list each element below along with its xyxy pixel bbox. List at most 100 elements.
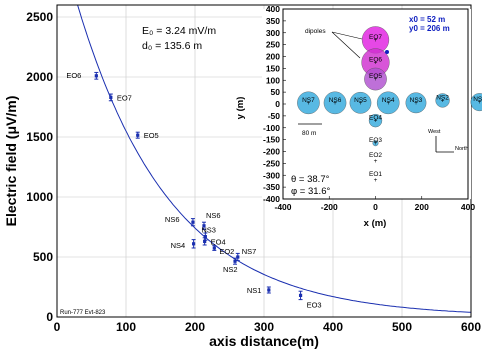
phi-label: φ = 31.6° — [291, 186, 330, 197]
inset-detectors: + + + + + + + + + + + + + + — [297, 26, 482, 184]
data-point — [202, 224, 206, 228]
detector-marker: + — [374, 140, 378, 147]
detector-marker: + — [374, 118, 378, 125]
inset-y-tick-label: 50 — [271, 87, 281, 97]
data-point — [203, 235, 207, 239]
y-axis-title: Electric field (μV/m) — [3, 96, 19, 227]
detector-circle — [364, 67, 387, 91]
detector-circle — [349, 91, 372, 114]
y-tick-label: 2500 — [26, 10, 53, 24]
detector-marker: + — [333, 100, 337, 107]
inset-y-tick-label: 200 — [266, 52, 280, 62]
detector-marker: + — [307, 100, 311, 107]
scale-bar-label: 80 m — [302, 130, 316, 137]
data-point — [192, 242, 196, 246]
detector-marker: + — [374, 59, 378, 66]
detector-label: EO4 — [369, 115, 382, 122]
inset-y-axis-title: y (m) — [235, 97, 246, 120]
y-tick-label: 0 — [46, 310, 53, 324]
data-point-label: NS4 — [171, 241, 186, 250]
x-tick-label: 300 — [254, 320, 274, 334]
x-tick-labels: 0 100 200 300 400 500 600 — [54, 320, 482, 334]
data-point-label: EO5 — [144, 131, 159, 140]
detector-circle — [470, 93, 482, 112]
compass-north-label: North — [455, 146, 468, 152]
detector-circle — [376, 91, 400, 115]
detector-label: NS1 — [473, 96, 482, 103]
data-point-label: NS6 — [165, 215, 180, 224]
detector-marker: + — [374, 158, 378, 165]
detector-label: EO1 — [369, 171, 382, 178]
data-point-label: EO2 — [219, 247, 234, 256]
data-point — [236, 255, 240, 259]
x-tick-label: 500 — [392, 320, 412, 334]
inset-y-tick-label: 300 — [266, 28, 280, 38]
inset-y-tick-label: -300 — [263, 170, 280, 180]
inset-x-tick-label: 0 — [373, 202, 378, 212]
inset-tick-labels: -400-350-300-250-200-150-100-50050100150… — [263, 4, 475, 212]
y-tick-label: 1000 — [26, 190, 53, 204]
inset-detector-labels: EO7 EO6 EO5 NS7 NS6 NS5 NS4 NS3 NS2 NS1 EO4 EO3 EO2 E… — [302, 34, 482, 178]
data-points — [94, 71, 303, 301]
data-point — [136, 133, 140, 137]
y-tick-label: 500 — [33, 250, 53, 264]
inset-y-tick-label: -250 — [263, 158, 280, 168]
fit-e0-label: E₀ = 3.24 mV/m — [142, 25, 216, 37]
data-point — [203, 239, 207, 243]
fit-d0-label: d₀ = 135.6 m — [142, 40, 202, 52]
detector-label: NS5 — [354, 97, 367, 104]
inset-y-tick-label: 250 — [266, 40, 280, 50]
x-tick-label: 400 — [323, 320, 343, 334]
fit-curve — [77, 5, 472, 313]
detector-label: NS2 — [436, 94, 449, 101]
inset-y-tick-label: -350 — [263, 182, 280, 192]
inset-y-tick-label: -50 — [268, 111, 281, 121]
detector-label: NS7 — [302, 97, 315, 104]
detector-marker: + — [386, 100, 390, 107]
detector-circle — [405, 92, 427, 114]
dipoles-pointer-2 — [331, 31, 361, 59]
x-tick-label: 200 — [185, 320, 205, 334]
inset-map: -400-350-300-250-200-150-100-50050100150… — [235, 4, 482, 229]
data-point — [191, 220, 195, 224]
detector-circle — [368, 113, 383, 128]
inset-x-tick-label: 200 — [415, 202, 429, 212]
detector-label: EO3 — [369, 137, 382, 144]
detector-label: NS6 — [329, 97, 342, 104]
detector-circle — [372, 140, 379, 147]
data-point-label: NS7 — [242, 247, 257, 256]
detector-label: EO6 — [369, 56, 382, 63]
compass: West North — [428, 129, 468, 153]
data-point-label: EO7 — [117, 93, 132, 102]
x-tick-label: 100 — [116, 320, 136, 334]
inset-x-tick-label: -400 — [274, 202, 291, 212]
y-tick-label: 1500 — [26, 130, 53, 144]
detector-circle — [435, 93, 450, 108]
detector-marker: + — [374, 177, 378, 184]
inset-y-tick-label: 0 — [275, 99, 280, 109]
data-point — [109, 95, 113, 99]
inset-y-tick-label: -200 — [263, 147, 280, 157]
inset-y-tick-label: -100 — [263, 123, 280, 133]
inset-y-tick-label: 400 — [266, 4, 280, 14]
inset-x-tick-label: 400 — [461, 202, 475, 212]
data-point-label: EO6 — [66, 71, 81, 80]
data-point-label: NS3 — [201, 226, 216, 235]
detector-marker: + — [414, 100, 418, 107]
detector-marker: + — [478, 99, 482, 106]
x-tick-label: 600 — [461, 320, 481, 334]
inset-y-tick-label: -150 — [263, 135, 280, 145]
detector-label: EO2 — [369, 152, 382, 159]
detector-marker: + — [441, 97, 445, 104]
source-x0-label: x0 = 52 m — [409, 15, 445, 24]
data-point-label: NS2 — [223, 265, 238, 274]
inset-y-tick-label: 150 — [266, 63, 280, 73]
detector-label: NS4 — [382, 97, 395, 104]
y-tick-labels: 0 500 1000 1500 2000 2500 — [26, 10, 53, 324]
data-point-label: EO3 — [307, 300, 322, 309]
data-point — [267, 288, 271, 292]
data-point — [233, 259, 237, 263]
y-tick-label: 2000 — [26, 70, 53, 84]
source-point — [385, 50, 389, 54]
